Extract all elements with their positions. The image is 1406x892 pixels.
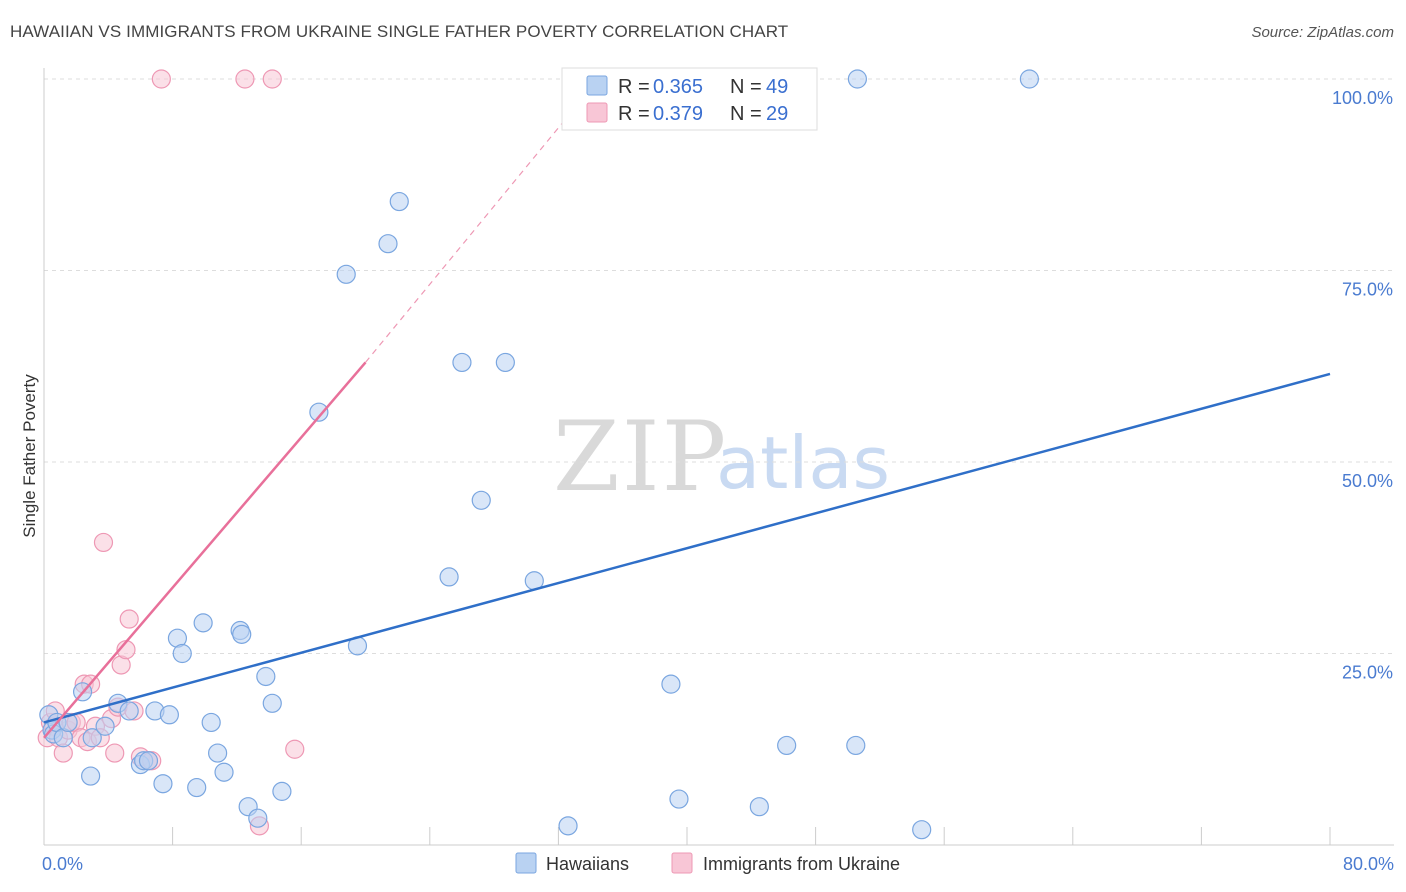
data-point-ukraine [151,69,171,89]
data-point-hawaiian [847,69,867,89]
data-point-hawaiian [232,624,252,644]
chart-title: HAWAIIAN VS IMMIGRANTS FROM UKRAINE SING… [10,22,789,41]
data-point-ukraine [285,739,305,759]
data-point-hawaiian [777,735,797,756]
data-point-ukraine [93,532,114,553]
trendlines [43,78,1331,739]
legend-n-label: N = [730,103,762,125]
y-axis-label: Single Father Poverty [20,374,39,538]
legend-n-value: 49 [766,76,788,98]
data-point-ukraine [262,69,282,89]
data-point-hawaiian [439,567,459,587]
legend-r-value: 0.379 [653,103,703,125]
legend-n-value: 29 [766,103,788,125]
data-point-hawaiian [208,743,228,763]
trendline-hawaiians [43,372,1331,724]
legend-r-label: R = [618,103,650,125]
data-point-hawaiian [378,234,398,254]
x-tick-label: 80.0% [1343,854,1394,874]
data-point-hawaiian [912,820,932,840]
data-point-ukraine [105,743,125,763]
legend-swatch-ukraine [671,852,693,874]
data-point-hawaiian [256,666,276,687]
data-point-hawaiian [153,774,173,794]
data-point-hawaiian [138,751,159,771]
series-legend: Hawaiians Immigrants from Ukraine [515,852,900,874]
legend-r-value: 0.365 [653,76,703,98]
data-point-hawaiian [452,352,472,373]
y-tick-label: 50.0% [1342,471,1393,491]
data-point-hawaiian [248,808,268,828]
data-point-hawaiian [119,701,139,721]
data-point-hawaiian [187,777,207,798]
data-point-hawaiian [1019,69,1039,89]
data-point-hawaiian [309,402,329,422]
watermark-atlas: atlas [716,421,890,505]
data-point-ukraine [235,69,255,89]
x-tick-label: 0.0% [42,854,83,874]
gridlines [44,78,1394,654]
data-point-hawaiian [82,728,102,748]
watermark-zip: ZIP [553,401,728,513]
data-point-hawaiian [193,613,213,633]
x-ticks: 0.0% 80.0% [42,827,1394,874]
data-point-hawaiian [389,191,409,212]
data-point-hawaiian [471,490,491,510]
data-point-hawaiian [201,712,221,733]
data-point-hawaiian [749,797,769,817]
trendline-ukraine [43,361,367,739]
data-point-hawaiian [846,735,866,756]
data-point-hawaiian [81,766,101,786]
data-point-ukraine [119,609,139,629]
legend-swatch-blue [586,75,608,96]
data-point-hawaiian [558,816,578,836]
data-point-hawaiian [661,674,681,694]
data-point-hawaiian [272,781,292,801]
legend-swatch-hawaiians [515,852,537,874]
y-tick-label: 25.0% [1342,663,1393,683]
data-point-hawaiian [214,762,234,782]
y-tick-label: 75.0% [1342,280,1393,300]
data-point-hawaiian [172,643,192,664]
legend-label-ukraine: Immigrants from Ukraine [703,854,900,874]
legend-swatch-pink [586,102,608,123]
y-tick-labels: 25.0% 50.0% 75.0% 100.0% [1332,88,1393,683]
legend-r-label: R = [618,76,650,98]
data-point-hawaiian [336,264,356,284]
source-credit: Source: ZipAtlas.com [1251,24,1394,41]
legend-label-hawaiians: Hawaiians [546,854,629,874]
legend-n-label: N = [730,76,762,98]
data-point-hawaiian [669,789,689,809]
stats-legend: R = 0.365 N = 49 R = 0.379 N = 29 [561,67,818,131]
y-tick-label: 100.0% [1332,88,1393,108]
data-point-hawaiian [159,705,179,725]
data-point-hawaiian [495,352,515,373]
data-point-hawaiian [95,716,115,736]
data-point-hawaiian [262,693,282,713]
